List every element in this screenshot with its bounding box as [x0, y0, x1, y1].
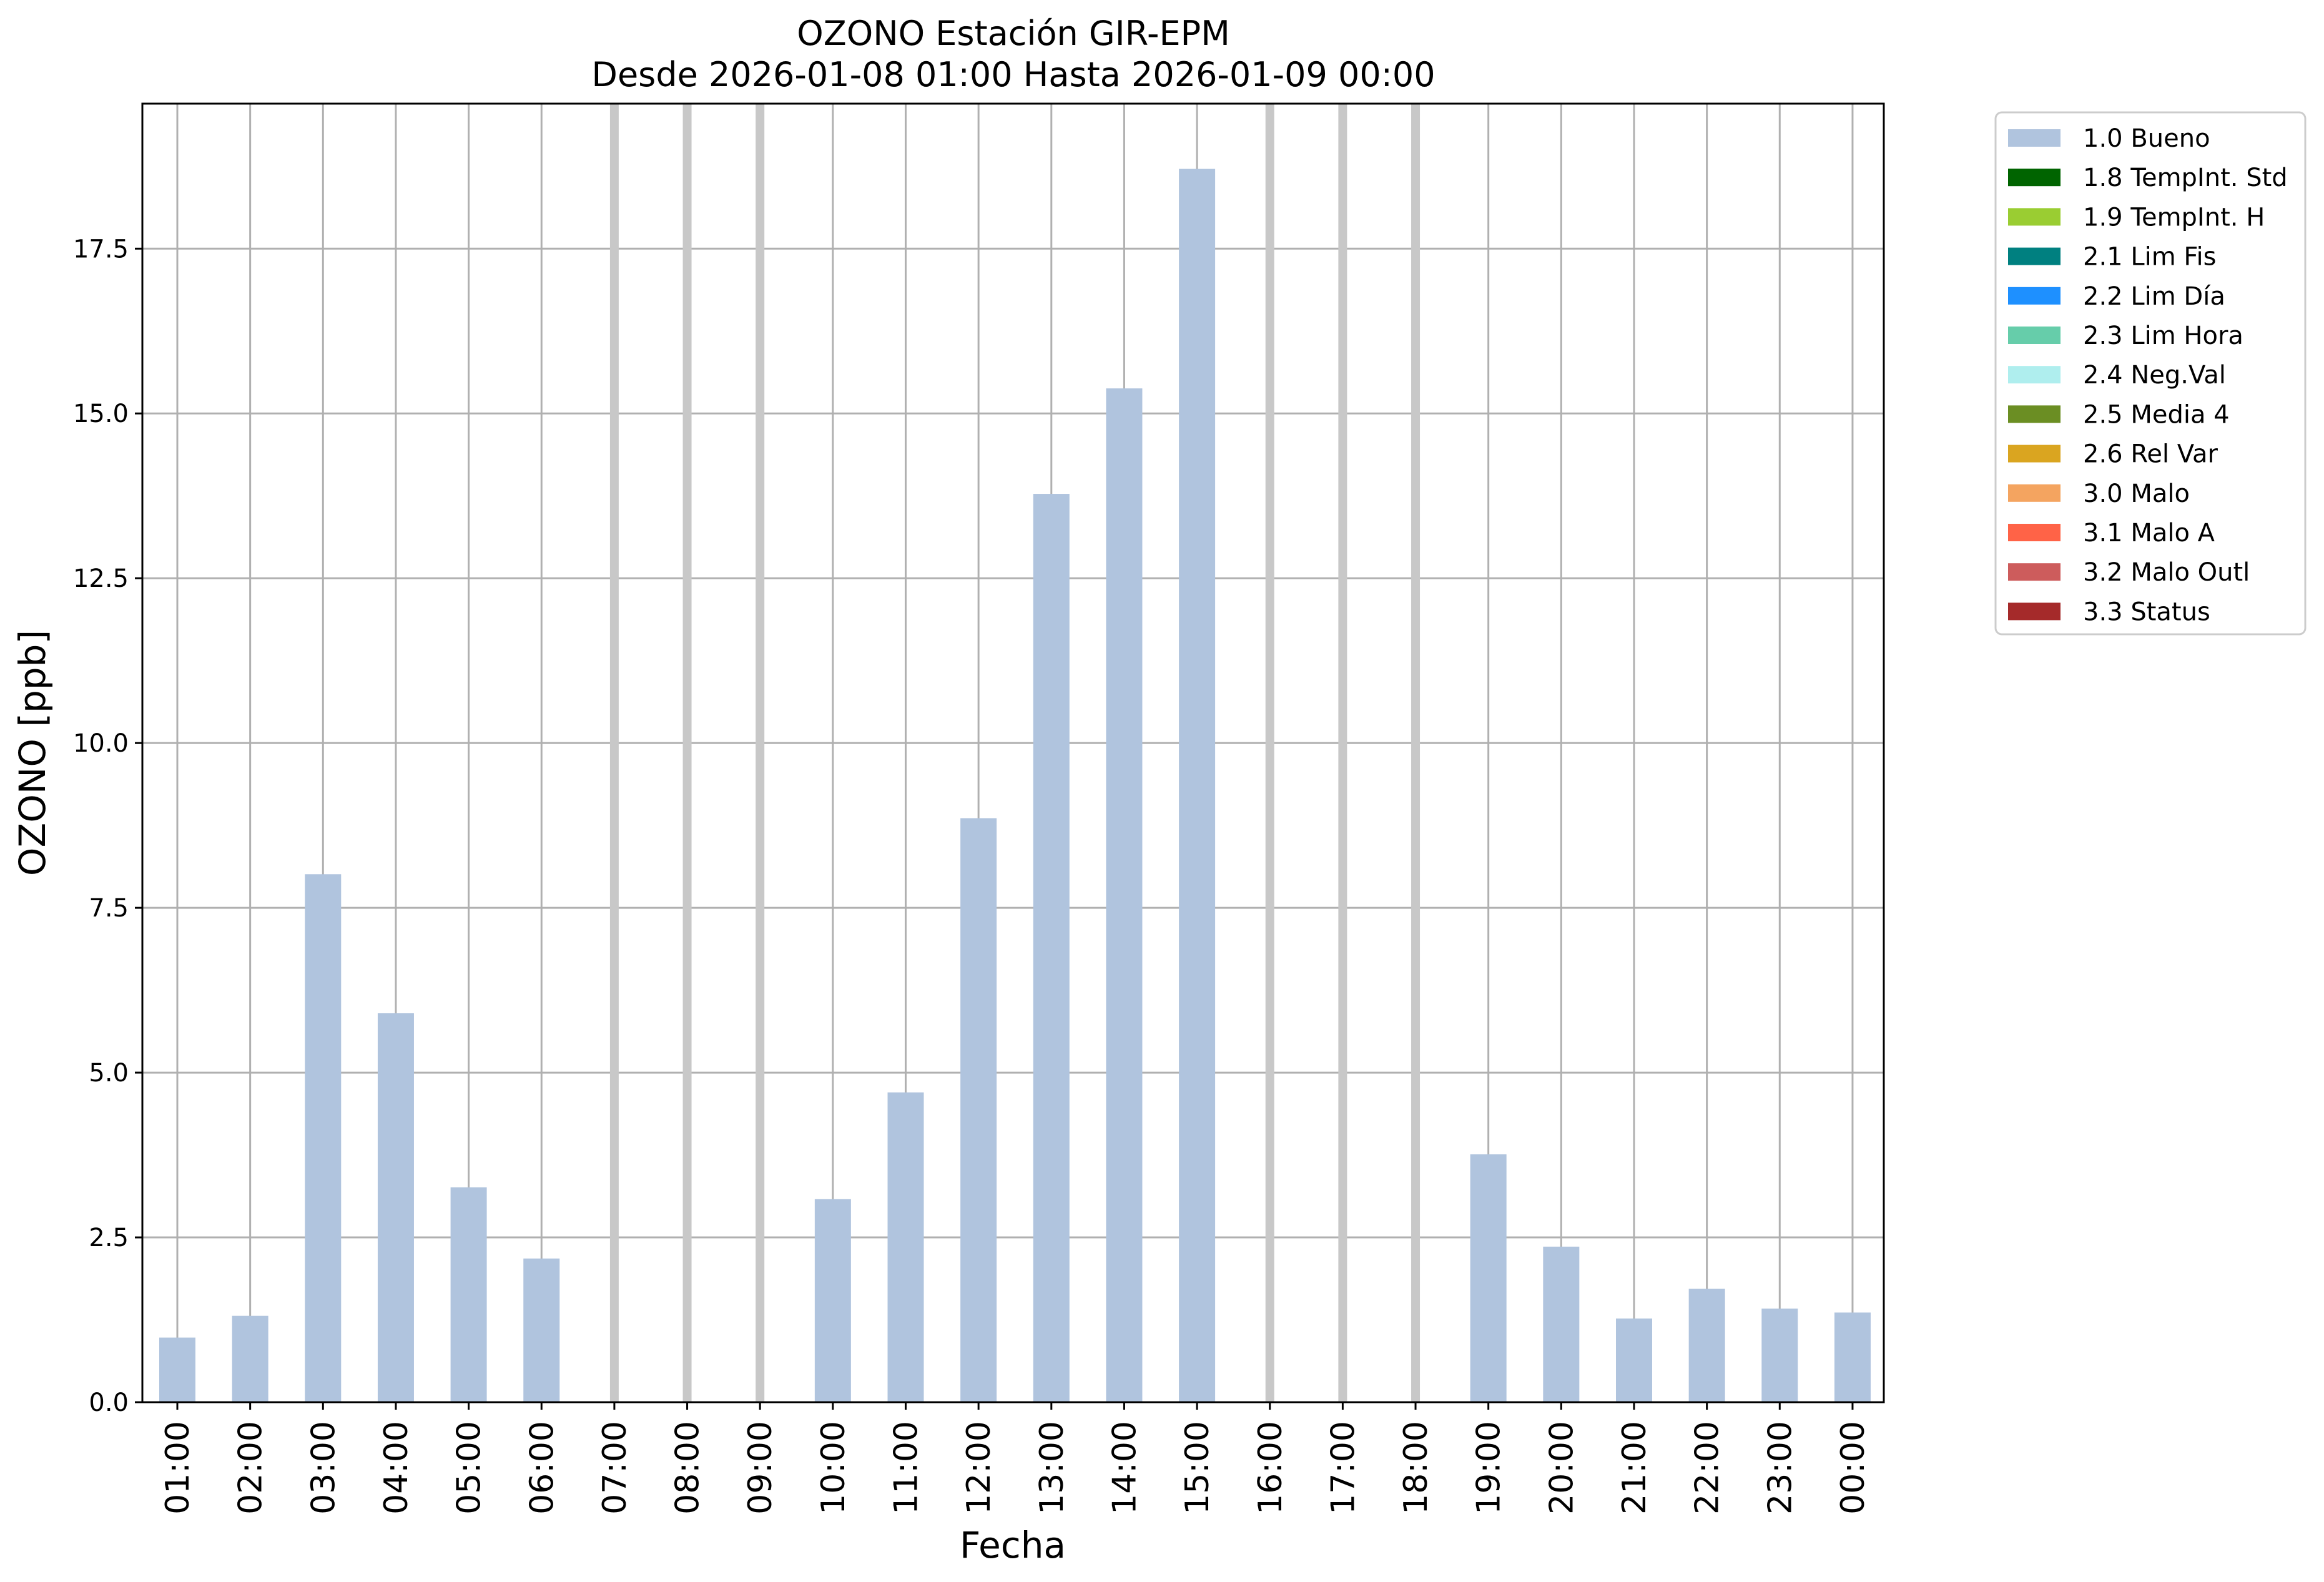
y-tick-label: 0.0 — [89, 1388, 129, 1417]
legend-swatch — [2008, 563, 2061, 581]
legend-swatch — [2008, 366, 2061, 384]
x-axis-ticks: 01:00 02:00 03:00 04:00 05:00 06:00 07:00 08:00… — [159, 1402, 1872, 1515]
legend-label: 1.8 TempInt. Std — [2083, 164, 2288, 192]
x-tick-label: 16:00 — [1252, 1421, 1289, 1515]
bar — [960, 818, 997, 1402]
x-tick-label: 02:00 — [232, 1421, 270, 1515]
bar — [1688, 1289, 1725, 1402]
x-tick-label: 22:00 — [1689, 1421, 1726, 1515]
y-axis-ticks: 0.0 2.5 5.0 7.5 10.0 12.5 15.0 17.5 — [73, 235, 142, 1417]
legend-label: 1.0 Bueno — [2083, 124, 2210, 153]
x-tick-label: 05:00 — [451, 1421, 488, 1515]
legend-label: 3.0 Malo — [2083, 479, 2190, 508]
x-tick-label: 19:00 — [1470, 1421, 1508, 1515]
missing-data-band — [609, 104, 619, 1402]
x-tick-label: 14:00 — [1106, 1421, 1143, 1515]
bar — [1179, 169, 1216, 1402]
bar — [232, 1315, 268, 1402]
y-tick-label: 17.5 — [73, 235, 129, 263]
x-tick-label: 13:00 — [1033, 1421, 1071, 1515]
plot-frame — [141, 102, 1885, 1403]
legend-swatch — [2008, 445, 2061, 463]
bar — [305, 874, 342, 1402]
legend-swatch — [2008, 208, 2061, 226]
x-tick-label: 21:00 — [1616, 1421, 1653, 1515]
bar — [159, 1337, 195, 1402]
legend-swatch — [2008, 129, 2061, 147]
legend-swatch — [2008, 484, 2061, 502]
bar — [1106, 388, 1143, 1402]
legend-swatch — [2008, 405, 2061, 423]
legend-label: 2.5 Media 4 — [2083, 400, 2230, 429]
legend-label: 3.1 Malo A — [2083, 519, 2215, 548]
missing-data-band — [682, 104, 692, 1402]
bar — [450, 1187, 487, 1402]
x-tick-label: 06:00 — [523, 1421, 561, 1515]
bar — [1761, 1309, 1798, 1402]
legend-swatch — [2008, 524, 2061, 541]
legend-label: 2.4 Neg.Val — [2083, 361, 2226, 390]
x-tick-label: 12:00 — [960, 1421, 998, 1515]
bar — [1616, 1318, 1652, 1402]
legend-label: 3.3 Status — [2083, 597, 2210, 626]
bar — [1033, 494, 1070, 1402]
y-axis-label: OZONO [ppb] — [11, 630, 54, 876]
chart-title: OZONO Estación GIR-EPM — [797, 14, 1230, 53]
missing-data-band — [1338, 104, 1347, 1402]
x-tick-label: 20:00 — [1543, 1421, 1580, 1515]
x-tick-label: 00:00 — [1834, 1421, 1872, 1515]
bar — [814, 1199, 851, 1402]
x-tick-label: 17:00 — [1324, 1421, 1362, 1515]
missing-data-band — [756, 104, 765, 1402]
legend-label: 2.6 Rel Var — [2083, 440, 2218, 469]
x-tick-label: 10:00 — [815, 1421, 852, 1515]
missing-data-markers — [609, 104, 1420, 1402]
bar — [1543, 1246, 1580, 1402]
y-tick-label: 2.5 — [89, 1224, 129, 1252]
bars — [159, 169, 1871, 1402]
legend-swatch — [2008, 602, 2061, 621]
y-tick-label: 12.5 — [73, 564, 129, 593]
y-tick-label: 5.0 — [89, 1059, 129, 1088]
x-axis-label: Fecha — [960, 1524, 1066, 1566]
legend-swatch — [2008, 169, 2061, 187]
legend-box — [1994, 111, 2307, 636]
missing-data-band — [1265, 104, 1274, 1402]
x-tick-label: 23:00 — [1761, 1421, 1799, 1515]
legend-label: 2.3 Lim Hora — [2083, 322, 2243, 350]
bar — [523, 1258, 560, 1402]
legend-swatch — [2008, 287, 2061, 305]
bar — [1834, 1312, 1871, 1402]
x-tick-label: 09:00 — [742, 1421, 779, 1515]
chart-subtitle: Desde 2026-01-08 01:00 Hasta 2026-01-09 … — [591, 55, 1435, 94]
x-tick-label: 04:00 — [378, 1421, 415, 1515]
x-tick-label: 03:00 — [305, 1421, 342, 1515]
legend-label: 3.2 Malo Outl — [2083, 558, 2250, 587]
legend-label: 2.1 Lim Fis — [2083, 243, 2216, 272]
legend-swatch — [2008, 327, 2061, 344]
x-tick-label: 07:00 — [596, 1421, 634, 1515]
x-tick-label: 08:00 — [669, 1421, 707, 1515]
legend-swatch — [2008, 247, 2061, 265]
bar — [887, 1092, 924, 1402]
y-tick-label: 15.0 — [73, 400, 129, 428]
bar — [1470, 1154, 1507, 1402]
y-tick-label: 10.0 — [73, 729, 129, 758]
x-tick-label: 15:00 — [1179, 1421, 1216, 1515]
legend-label: 1.9 TempInt. H — [2083, 203, 2265, 232]
y-tick-label: 7.5 — [89, 894, 129, 923]
legend-label: 2.2 Lim Día — [2083, 282, 2225, 311]
x-tick-label: 11:00 — [888, 1421, 925, 1515]
x-tick-label: 01:00 — [159, 1421, 197, 1515]
x-tick-label: 18:00 — [1397, 1421, 1435, 1515]
missing-data-band — [1411, 104, 1420, 1402]
legend: 1.0 Bueno 1.8 TempInt. Std 1.9 TempInt. H 2… — [1994, 111, 2307, 636]
bar — [377, 1013, 414, 1402]
